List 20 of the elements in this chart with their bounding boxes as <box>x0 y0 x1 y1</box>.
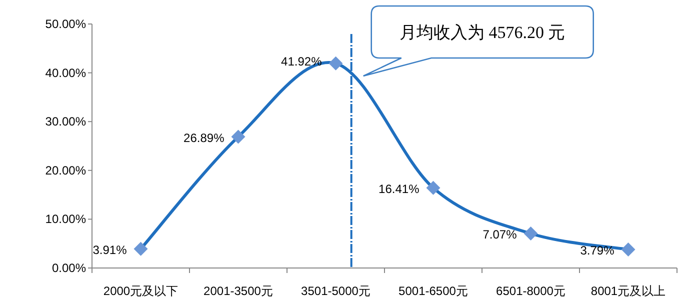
data-label: 7.07% <box>482 228 518 242</box>
y-tick-label: 20.00% <box>45 163 86 178</box>
data-label: 3.91% <box>92 242 128 257</box>
y-tick-label: 0.00% <box>52 261 86 275</box>
y-tick-label: 50.00% <box>45 17 86 31</box>
y-tick-label: 40.00% <box>45 66 86 80</box>
data-label: 16.41% <box>378 182 420 196</box>
annotation: 月均收入为 4576.20 元 <box>399 23 566 42</box>
y-tick-label: 30.00% <box>45 114 86 129</box>
y-tick-label: 10.00% <box>45 212 86 226</box>
data-label: 41.92% <box>281 54 322 68</box>
x-tick-label: 2000元及以下 <box>103 284 178 298</box>
callout: 月均收入为 4576.20 元 <box>362 5 594 77</box>
x-tick-label: 2001-3500元 <box>204 284 273 298</box>
data-label: 3.79% <box>580 244 615 258</box>
x-tick-label: 8001元及以上 <box>590 284 666 298</box>
x-tick-label: 3501-5000元 <box>301 284 370 298</box>
x-tick-label: 6501-8000元 <box>496 284 566 298</box>
x-tick-label: 5001-6500元 <box>398 284 468 298</box>
data-label: 26.89% <box>184 130 225 145</box>
